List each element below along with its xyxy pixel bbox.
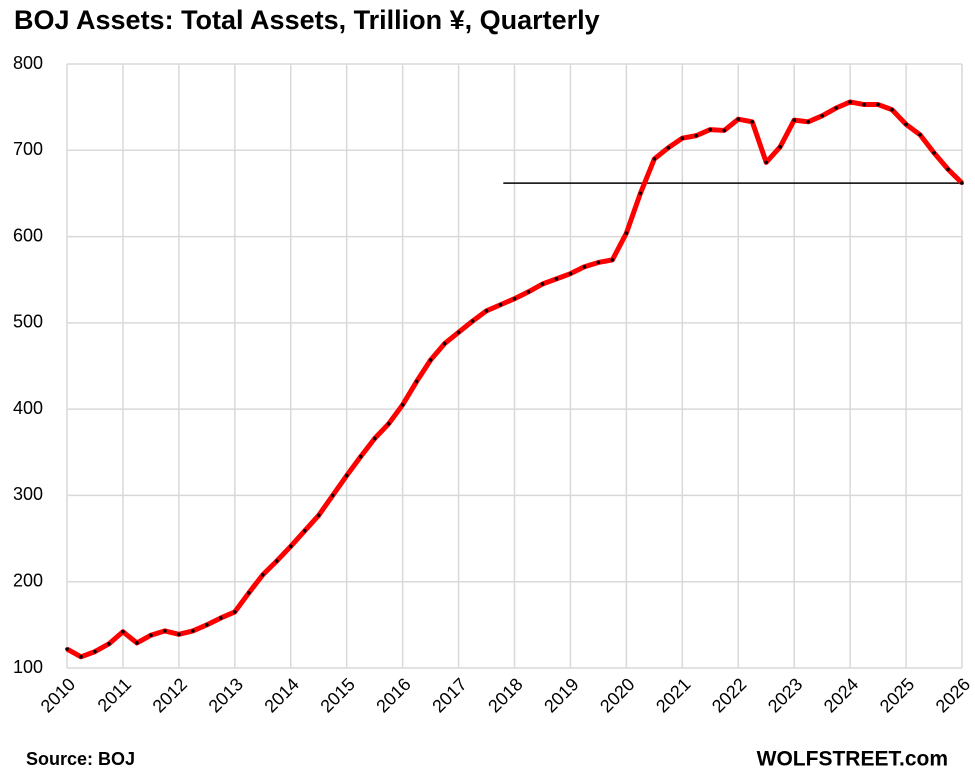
- data-point: [358, 454, 363, 459]
- x-tick-label: 2026: [932, 674, 974, 716]
- data-point: [246, 591, 251, 595]
- x-tick-label: 2018: [484, 674, 526, 716]
- data-point: [135, 641, 139, 645]
- data-point: [107, 642, 111, 646]
- data-point: [191, 629, 195, 633]
- data-point: [470, 319, 475, 323]
- data-point: [386, 422, 391, 426]
- y-tick-label: 600: [13, 225, 43, 245]
- data-point: [554, 277, 559, 281]
- data-point: [848, 100, 852, 104]
- data-point: [65, 647, 69, 651]
- data-point: [233, 610, 237, 614]
- data-point: [918, 132, 922, 137]
- data-point: [540, 282, 545, 286]
- x-tick-label: 2024: [820, 674, 862, 716]
- data-point: [708, 127, 713, 132]
- data-point: [219, 616, 223, 620]
- x-tick-label: 2011: [94, 674, 136, 716]
- y-tick-label: 500: [13, 312, 43, 332]
- y-tick-label: 300: [13, 484, 43, 504]
- data-point: [946, 167, 950, 172]
- data-point: [400, 403, 405, 407]
- data-point: [764, 160, 769, 165]
- data-point: [526, 289, 531, 294]
- chart-title: BOJ Assets: Total Assets, Trillion ¥, Qu…: [14, 5, 600, 35]
- data-point: [79, 654, 83, 659]
- data-point: [274, 559, 279, 563]
- x-tick-label: 2012: [149, 674, 191, 716]
- data-point: [876, 102, 880, 107]
- x-tick-label: 2020: [596, 674, 638, 716]
- data-point: [932, 151, 936, 155]
- data-point: [778, 145, 783, 149]
- x-tick-label: 2022: [708, 674, 750, 716]
- data-point: [652, 157, 657, 161]
- data-point: [372, 436, 377, 441]
- data-point: [414, 379, 419, 384]
- data-point: [177, 632, 181, 637]
- credit: WOLFSTREET.com: [757, 748, 948, 771]
- data-point: [666, 145, 671, 150]
- data-point: [806, 120, 810, 124]
- data-point: [163, 629, 167, 633]
- data-point: [260, 573, 265, 577]
- x-tick-label: 2013: [205, 674, 247, 716]
- data-point: [316, 513, 321, 518]
- data-point: [288, 544, 293, 549]
- data-point: [960, 181, 964, 185]
- data-point: [582, 264, 587, 269]
- x-tick-label: 2015: [316, 674, 358, 716]
- data-point: [862, 102, 866, 107]
- x-tick-label: 2014: [260, 674, 302, 716]
- x-tick-label: 2025: [876, 674, 918, 716]
- y-tick-label: 800: [13, 53, 43, 73]
- data-point: [456, 330, 461, 335]
- data-point: [792, 118, 796, 122]
- data-point: [149, 633, 153, 638]
- data-point: [820, 113, 824, 118]
- x-tick-label: 2010: [37, 674, 79, 716]
- data-point: [428, 358, 433, 362]
- x-tick-label: 2016: [372, 674, 414, 716]
- data-point: [834, 106, 838, 110]
- data-point: [680, 136, 685, 141]
- data-point: [750, 120, 755, 124]
- data-point: [330, 493, 335, 498]
- y-tick-label: 100: [13, 657, 43, 677]
- source: Source: BOJ: [26, 749, 135, 769]
- x-tick-label: 2023: [764, 674, 806, 716]
- data-point: [638, 191, 643, 196]
- y-tick-label: 700: [13, 139, 43, 159]
- data-point: [498, 302, 503, 307]
- x-tick-label: 2019: [540, 674, 582, 716]
- x-tick-label: 2017: [428, 674, 470, 716]
- data-point: [568, 271, 573, 276]
- data-point: [736, 117, 741, 122]
- data-point: [484, 308, 489, 313]
- data-point: [344, 473, 349, 478]
- data-point: [121, 629, 125, 634]
- data-point: [904, 122, 908, 127]
- data-point: [722, 128, 727, 133]
- y-tick-label: 200: [13, 570, 43, 590]
- data-point: [890, 107, 894, 112]
- x-tick-label: 2021: [652, 674, 694, 716]
- y-tick-label: 400: [13, 398, 43, 418]
- data-point: [93, 649, 97, 654]
- data-point: [694, 133, 699, 138]
- data-point: [442, 341, 447, 346]
- data-point: [512, 296, 517, 301]
- data-point: [624, 231, 629, 235]
- data-point: [610, 258, 615, 262]
- data-point: [205, 623, 209, 627]
- data-point: [302, 529, 307, 533]
- data-point: [596, 260, 601, 265]
